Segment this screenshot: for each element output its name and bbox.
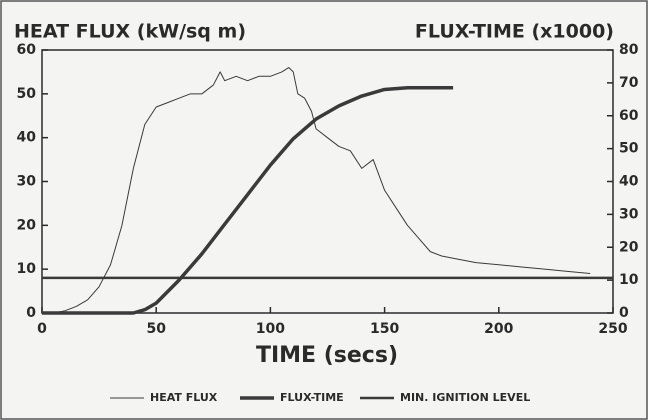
y-tick-label: 40	[17, 130, 37, 146]
x-tick-label: 0	[37, 321, 47, 337]
series-line	[42, 86, 454, 315]
y-tick-label: 10	[17, 261, 37, 277]
y2-tick-label: 40	[619, 174, 639, 190]
y2-tick-label: 70	[619, 75, 639, 91]
y2-tick-label: 80	[619, 42, 639, 58]
y-tick-label: 30	[17, 174, 37, 190]
legend-label: FLUX-TIME	[280, 391, 344, 404]
y2-tick-label: 10	[619, 272, 639, 288]
y-tick-label: 50	[17, 86, 37, 102]
y2-tick-label: 30	[619, 206, 639, 222]
x-tick-label: 50	[146, 321, 166, 337]
x-tick-label: 250	[598, 321, 627, 337]
x-tick-label: 150	[370, 321, 399, 337]
legend-label: MIN. IGNITION LEVEL	[400, 391, 530, 404]
x-tick-label: 100	[256, 321, 285, 337]
y-tick-label: 0	[26, 305, 36, 321]
left-axis-title: HEAT FLUX (kW/sq m)	[14, 21, 246, 43]
x-tick-label: 200	[484, 321, 513, 337]
y2-tick-label: 0	[619, 305, 629, 321]
y-tick-label: 60	[17, 42, 37, 58]
right-axis-title: FLUX-TIME (x1000)	[415, 21, 614, 43]
y2-tick-label: 60	[619, 108, 639, 124]
y2-tick-label: 20	[619, 239, 639, 255]
legend-label: HEAT FLUX	[150, 391, 218, 404]
y2-tick-label: 50	[619, 141, 639, 157]
y-tick-label: 20	[17, 217, 37, 233]
series-line	[42, 67, 591, 314]
x-axis-label: TIME (secs)	[256, 343, 398, 368]
